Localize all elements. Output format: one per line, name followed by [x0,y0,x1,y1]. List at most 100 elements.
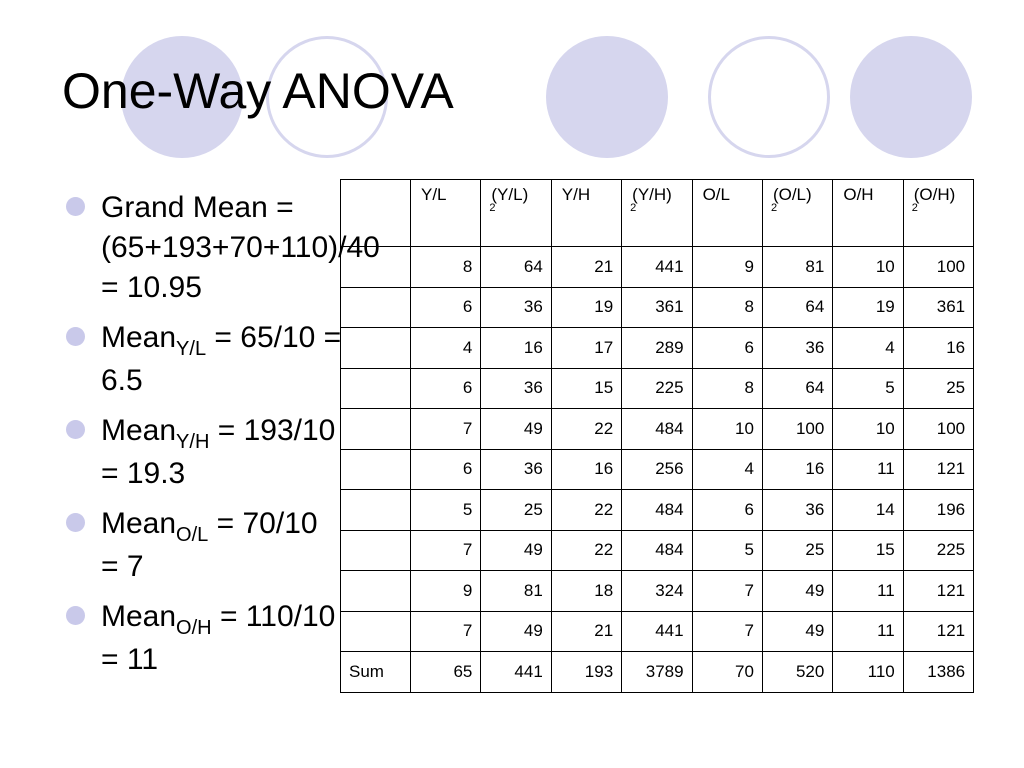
table-cell: 484 [621,408,693,450]
table-cell: 19 [832,286,904,328]
table-row: 4 16 17 289 6 36 4 16 [340,327,975,369]
table-cell: 110 [832,651,904,693]
table-cell: 16 [761,448,834,490]
header-label: O/H [843,185,874,204]
table-cell: 7 [409,529,482,571]
bullet-rest: = 70/10 = 7 [101,507,318,583]
table-cell: 49 [480,610,552,652]
table-header-cell: Y/H [550,179,623,247]
table-cell: 65 [409,651,482,693]
table-cell: 49 [480,529,552,571]
bullet-main: Mean [101,507,177,540]
table-cell: 5 [691,529,763,571]
table-cell: 6 [691,489,763,531]
table-cell: 49 [761,610,834,652]
table-cell: 196 [902,489,975,531]
table-cell: 64 [761,286,834,328]
table-row: 9 81 18 324 7 49 11 121 [340,570,975,612]
table-cell: 11 [832,448,904,490]
table-row: 7 49 22 484 10 100 10 100 [340,408,975,450]
row-label-cell [340,570,411,612]
table-cell: 3789 [621,651,693,693]
table-cell: 1386 [902,651,975,693]
table-cell: 25 [902,367,975,409]
table-cell: 100 [761,408,834,450]
table-cell: 21 [550,610,623,652]
table-cell: 441 [480,651,552,693]
anova-data-table: Y/L (Y/L) 2 Y/H (Y/H) 2 O/L (O/L) 2 O/H (O/H) 2 8 64 2… [340,179,975,693]
table-cell: 7 [409,610,482,652]
decorative-circle-filled [546,36,668,158]
row-label-cell [340,246,411,288]
row-label-cell [340,448,411,490]
table-header-cell: (O/H) 2 [902,179,975,247]
table-cell: 520 [761,651,834,693]
row-label-cell [340,610,411,652]
table-cell: 81 [761,246,834,288]
table-row: 8 64 21 441 9 81 10 100 [340,246,975,288]
table-cell: 484 [621,529,693,571]
bullet-dot-icon [66,327,85,346]
table-row: 6 36 19 361 8 64 19 361 [340,286,975,328]
table-cell: 121 [902,570,975,612]
table-cell: 81 [480,570,552,612]
table-header-cell: Y/L [409,179,482,247]
bullet-dot-icon [66,197,85,216]
table-cell: 121 [902,448,975,490]
row-label-cell [340,489,411,531]
table-row: 7 49 22 484 5 25 15 225 [340,529,975,571]
bullet-rest: = 65/10 = 6.5 [101,321,342,397]
bullet-mean-ol: MeanO/L = 70/10 = 7 [62,504,342,587]
table-row: 5 25 22 484 6 36 14 196 [340,489,975,531]
table-header-cell [340,179,411,247]
table-cell: 25 [480,489,552,531]
decorative-circle-filled [121,36,243,158]
table-header-cell: (Y/L) 2 [480,179,552,247]
table-cell: 484 [621,489,693,531]
table-cell: 441 [621,610,693,652]
table-cell: 4 [691,448,763,490]
table-header-cell: (O/L) 2 [761,179,834,247]
table-cell: 17 [550,327,623,369]
slide-title: One-Way ANOVA [62,63,454,119]
table-cell: 19 [550,286,623,328]
table-cell: 324 [621,570,693,612]
table-cell: 256 [621,448,693,490]
table-cell: 7 [691,570,763,612]
table-cell: 15 [832,529,904,571]
table-cell: 11 [832,570,904,612]
table-header-cell: (Y/H) 2 [621,179,693,247]
table-cell: 49 [480,408,552,450]
table-cell: 225 [902,529,975,571]
bullet-dot-icon [66,420,85,439]
row-label-cell [340,529,411,571]
bullet-list: Grand Mean = (65+193+70+110)/40 = 10.95 … [62,188,380,690]
table-cell: 6 [409,448,482,490]
bullet-subscript: Y/L [176,338,207,360]
row-label-cell [340,408,411,450]
table-cell: 6 [409,286,482,328]
row-label-cell [340,327,411,369]
table-cell: 10 [691,408,763,450]
row-label-cell: Sum [340,651,411,693]
decorative-circle-outline [266,36,388,158]
table-cell: 6 [691,327,763,369]
header-label: (O/L) [772,185,812,204]
table-row: 6 36 16 256 4 16 11 121 [340,448,975,490]
table-cell: 100 [902,246,975,288]
bullet-grand-mean: Grand Mean = (65+193+70+110)/40 = 10.95 [62,188,380,308]
bullet-mean-oh: MeanO/H = 110/10 = 11 [62,597,342,680]
table-header-cell: O/H [832,179,904,247]
table-header-cell: O/L [691,179,763,247]
table-sum-row: Sum 65 441 193 3789 70 520 110 1386 [340,651,975,693]
header-square-marker: 2 [770,202,778,214]
header-square-marker: 2 [911,202,918,214]
table-header-row: Y/L (Y/L) 2 Y/H (Y/H) 2 O/L (O/L) 2 O/H (O/H) 2 [340,179,975,247]
table-cell: 49 [761,570,834,612]
table-cell: 361 [902,286,975,328]
table-cell: 16 [480,327,552,369]
header-label: (Y/H) [632,185,672,204]
table-cell: 36 [480,367,552,409]
table-cell: 64 [761,367,834,409]
table-cell: 9 [691,246,763,288]
